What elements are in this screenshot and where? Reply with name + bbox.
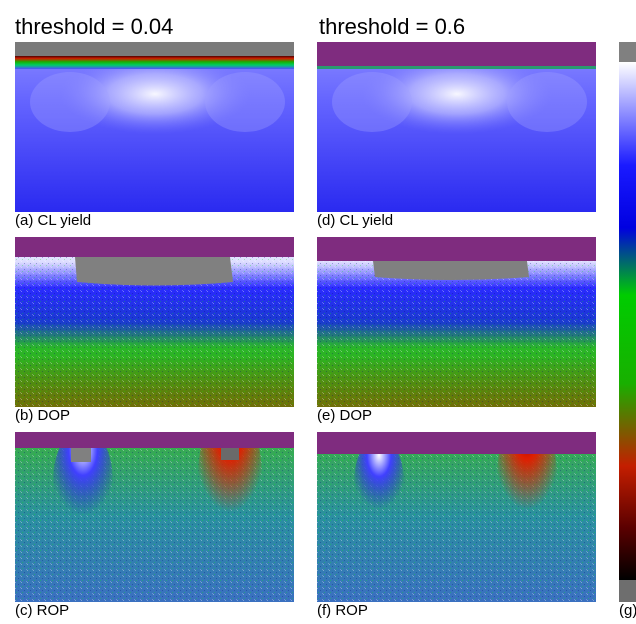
panel-d-cl-yield <box>317 42 596 212</box>
caption-b: (b) DOP <box>15 407 71 424</box>
panel-e-dop <box>317 237 596 407</box>
caption-g: (g) <box>619 603 636 619</box>
caption-e: (e) DOP <box>317 407 373 424</box>
panel-c-rop <box>15 432 294 602</box>
panel-b-dop <box>15 237 294 407</box>
column-title-threshold-0.04: threshold = 0.04 <box>15 14 174 39</box>
caption-d: (d) CL yield <box>317 212 394 229</box>
panel-f-rop <box>317 432 596 602</box>
caption-a: (a) CL yield <box>15 212 92 229</box>
panel-a-cl-yield: (a) CL yield <box>15 42 294 212</box>
colorbar <box>619 42 636 602</box>
colorbar-bottom-swatch <box>619 580 636 602</box>
caption-c: (c) ROP <box>15 602 70 619</box>
column-title-threshold-0.6: threshold = 0.6 <box>319 14 466 39</box>
caption-f: (f) ROP <box>317 602 368 619</box>
colorbar-gradient <box>619 62 636 580</box>
colorbar-top-swatch <box>619 42 636 62</box>
